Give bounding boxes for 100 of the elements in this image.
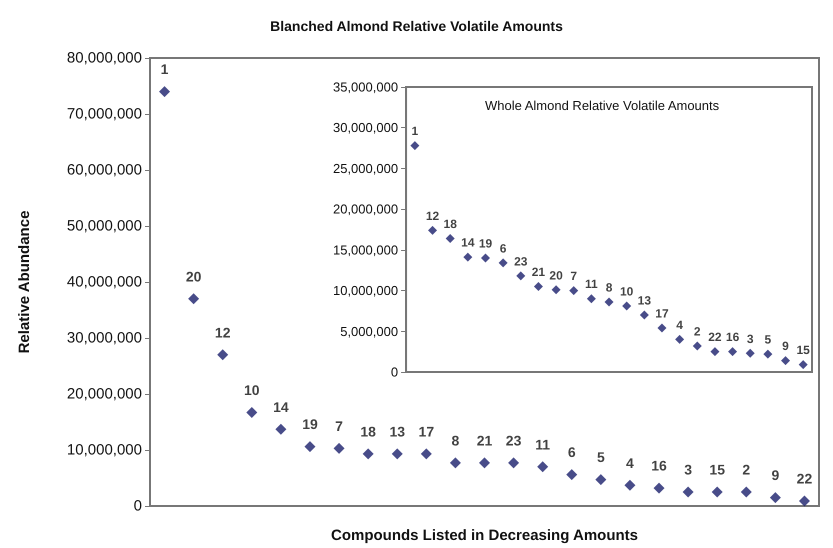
point xyxy=(569,286,578,296)
y-tick-label: 10,000,000 xyxy=(66,442,142,458)
category-label: 7 xyxy=(570,269,578,284)
x-axis-title: Compounds Listed in Decreasing Amounts xyxy=(331,527,638,544)
y-tick-label: 50,000,000 xyxy=(66,218,142,234)
point xyxy=(188,293,200,304)
category-label: 3 xyxy=(684,462,692,478)
point xyxy=(304,441,316,452)
category-label: 6 xyxy=(500,241,506,256)
category-label: 11 xyxy=(535,436,550,452)
category-label: 12 xyxy=(426,208,440,223)
point xyxy=(654,482,665,494)
point xyxy=(712,486,723,498)
category-label: 6 xyxy=(568,444,576,460)
point xyxy=(498,258,508,268)
point xyxy=(428,226,438,235)
point xyxy=(740,486,752,498)
point xyxy=(463,252,472,262)
category-label: 16 xyxy=(651,458,667,474)
category-label: 15 xyxy=(796,343,810,358)
y-tick-label: 70,000,000 xyxy=(66,106,142,122)
category-label: 10 xyxy=(244,382,260,398)
category-label: 19 xyxy=(478,236,492,250)
point xyxy=(640,310,649,320)
category-label: 4 xyxy=(626,454,634,471)
category-label: 20 xyxy=(186,268,202,284)
y-tick-label: 10,000,000 xyxy=(332,283,398,298)
y-tick-label: 20,000,000 xyxy=(66,386,142,402)
point xyxy=(728,347,738,356)
point xyxy=(604,297,614,306)
point xyxy=(159,86,170,98)
y-tick-label: 30,000,000 xyxy=(66,330,142,346)
category-label: 23 xyxy=(506,432,522,448)
point xyxy=(798,495,810,506)
point xyxy=(781,356,790,366)
category-label: 13 xyxy=(389,423,406,440)
point xyxy=(566,469,578,480)
point xyxy=(675,334,684,344)
category-label: 11 xyxy=(585,277,598,292)
point xyxy=(334,442,345,454)
point xyxy=(746,348,755,358)
category-label: 4 xyxy=(676,318,683,332)
category-label: 2 xyxy=(694,324,701,338)
category-label: 7 xyxy=(335,418,343,434)
category-label: 1 xyxy=(160,61,168,78)
category-label: 20 xyxy=(549,268,563,282)
category-label: 21 xyxy=(532,265,546,279)
point xyxy=(798,360,808,370)
y-tick-label: 40,000,000 xyxy=(66,274,142,290)
category-label: 17 xyxy=(655,306,669,321)
point xyxy=(479,457,490,468)
point xyxy=(420,448,432,460)
category-label: 22 xyxy=(708,330,722,344)
y-tick-label: 35,000,000 xyxy=(332,80,398,94)
point xyxy=(622,302,632,311)
point xyxy=(537,461,548,472)
category-label: 8 xyxy=(452,432,460,448)
y-axis-title: Relative Abundance xyxy=(16,210,33,354)
category-label: 19 xyxy=(302,416,318,432)
category-label: 16 xyxy=(726,330,740,344)
point xyxy=(516,271,526,280)
category-label: 1 xyxy=(412,124,418,138)
category-label: 9 xyxy=(782,339,789,354)
point xyxy=(246,406,258,418)
category-label: 5 xyxy=(764,332,772,347)
y-tick-label: 15,000,000 xyxy=(332,242,398,258)
y-tick-label: 0 xyxy=(134,498,142,514)
category-label: 5 xyxy=(596,449,605,466)
point xyxy=(770,492,781,504)
point xyxy=(657,324,666,333)
point xyxy=(710,347,720,356)
point xyxy=(410,141,420,150)
category-label: 18 xyxy=(444,216,457,231)
category-label: 18 xyxy=(360,423,376,440)
point xyxy=(217,349,228,360)
point xyxy=(624,480,636,491)
point xyxy=(450,457,461,468)
point xyxy=(446,234,455,243)
y-tick-label: 0 xyxy=(390,364,398,380)
category-label: 10 xyxy=(620,284,634,299)
y-tick-label: 25,000,000 xyxy=(332,160,398,176)
point xyxy=(552,285,561,294)
y-tick-label: 5,000,000 xyxy=(340,324,398,339)
category-label: 12 xyxy=(214,324,231,340)
y-tick-label: 30,000,000 xyxy=(332,120,398,136)
point xyxy=(763,350,772,359)
category-label: 22 xyxy=(796,470,812,486)
chart-title: Blanched Almond Relative Volatile Amounts xyxy=(270,18,564,34)
category-label: 23 xyxy=(514,254,528,268)
category-label: 15 xyxy=(709,462,725,478)
point xyxy=(275,424,286,435)
y-tick-label: 20,000,000 xyxy=(332,202,398,217)
point xyxy=(362,448,374,460)
category-label: 14 xyxy=(461,236,475,250)
point xyxy=(692,341,702,350)
point xyxy=(595,474,606,486)
category-label: 2 xyxy=(742,462,750,478)
category-label: 8 xyxy=(606,280,612,294)
category-label: 21 xyxy=(476,432,492,448)
point xyxy=(682,486,694,498)
